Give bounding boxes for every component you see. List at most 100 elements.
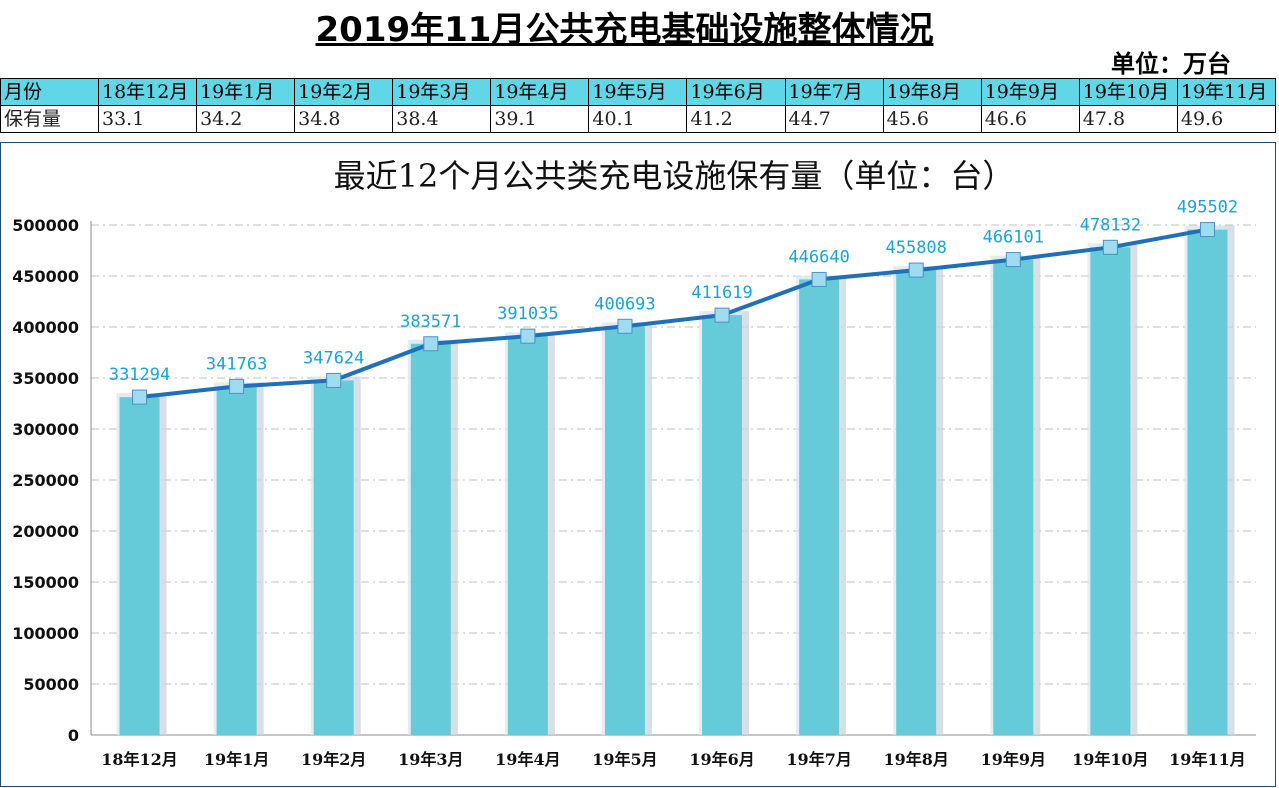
bar <box>604 326 645 735</box>
value-cell: 38.4 <box>392 105 492 133</box>
bar <box>507 336 548 735</box>
y-tick-label: 200000 <box>12 522 79 541</box>
month-header-cell: 19年4月 <box>490 78 590 106</box>
x-tick-label: 19年7月 <box>786 750 851 769</box>
x-tick-label: 19年2月 <box>301 750 366 769</box>
data-label: 347624 <box>303 348 364 368</box>
y-tick-label: 150000 <box>12 573 79 592</box>
page-title: 2019年11月公共充电基础设施整体情况 <box>315 10 934 50</box>
month-header-cell: 19年7月 <box>784 78 884 106</box>
x-tick-label: 19年5月 <box>592 750 657 769</box>
data-label: 331294 <box>109 365 170 385</box>
chart-panel: 最近12个月公共类充电设施保有量（单位：台） 0 50000 100000 15000… <box>0 142 1276 787</box>
x-axis: 18年12月 19年1月 19年2月 19年3月 19年4月 19年5月 19年6月 19年7… <box>101 750 1245 769</box>
y-tick-label: 400000 <box>12 318 79 337</box>
month-header-cell: 19年6月 <box>686 78 786 106</box>
value-cell: 39.1 <box>490 105 590 133</box>
chart-title: 最近12个月公共类充电设施保有量（单位：台） <box>334 157 1015 195</box>
table-row-values: 保有量 33.1 34.2 34.8 38.4 39.1 40.1 41.2 44.7 45.6… <box>0 105 1277 133</box>
x-tick-label: 19年1月 <box>204 750 269 769</box>
line-marker <box>1005 252 1021 268</box>
row-label-values: 保有量 <box>0 105 99 133</box>
grid <box>91 224 1256 685</box>
bar-line-chart: 最近12个月公共类充电设施保有量（单位：台） 0 50000 100000 15000… <box>12 157 1256 769</box>
month-header-cell: 19年8月 <box>882 78 982 106</box>
bar <box>313 380 354 735</box>
y-tick-label: 300000 <box>12 420 79 439</box>
value-cell: 34.2 <box>196 105 296 133</box>
line-marker <box>617 318 633 334</box>
y-tick-label: 350000 <box>12 369 79 388</box>
line-marker <box>714 307 730 323</box>
data-label: 478132 <box>1080 215 1141 235</box>
data-label: 446640 <box>788 247 849 267</box>
line-marker <box>811 271 827 287</box>
month-header-cell: 19年1月 <box>196 78 296 106</box>
data-label: 341763 <box>206 354 267 374</box>
y-tick-label: 0 <box>68 726 79 745</box>
data-label: 455808 <box>885 238 946 258</box>
value-cell: 46.6 <box>980 105 1080 133</box>
value-cell: 41.2 <box>686 105 786 133</box>
month-header-cell: 19年9月 <box>980 78 1080 106</box>
data-label: 391035 <box>497 304 558 324</box>
y-tick-label: 250000 <box>12 471 79 490</box>
x-tick-label: 19年11月 <box>1169 750 1246 769</box>
value-cell: 44.7 <box>784 105 884 133</box>
month-header-cell: 19年3月 <box>392 78 492 106</box>
month-header-cell: 19年5月 <box>588 78 688 106</box>
x-tick-label: 19年8月 <box>884 750 949 769</box>
month-header-cell: 19年2月 <box>294 78 394 106</box>
line-marker <box>1199 222 1215 238</box>
table-row-months: 月份 18年12月 19年1月 19年2月 19年3月 19年4月 19年5月 19年6月 1… <box>0 78 1277 106</box>
bar <box>410 343 451 735</box>
line-marker <box>229 378 245 394</box>
data-label: 495502 <box>1177 198 1238 218</box>
value-cell: 34.8 <box>294 105 394 133</box>
value-cell: 33.1 <box>97 105 198 133</box>
value-cell: 49.6 <box>1176 105 1277 133</box>
summary-table: 月份 18年12月 19年1月 19年2月 19年3月 19年4月 19年5月 19年6月 1… <box>0 78 1277 133</box>
line-marker <box>520 328 536 344</box>
bar <box>993 259 1034 735</box>
bar <box>1187 229 1228 735</box>
line-marker <box>423 336 439 352</box>
y-tick-label: 100000 <box>12 624 79 643</box>
value-cell: 40.1 <box>588 105 688 133</box>
x-tick-label: 19年6月 <box>689 750 754 769</box>
bar <box>119 397 160 735</box>
y-axis: 0 50000 100000 150000 200000 250000 300000 3500… <box>12 216 1256 745</box>
data-label: 383571 <box>400 312 461 332</box>
month-header-cell: 18年12月 <box>97 78 198 106</box>
series-line <box>139 227 1208 400</box>
y-tick-label: 50000 <box>23 675 79 694</box>
value-cell: 47.8 <box>1078 105 1178 133</box>
line-marker <box>908 262 924 278</box>
line-marker <box>132 389 148 405</box>
bar <box>799 279 840 735</box>
bars <box>116 225 1235 736</box>
bar <box>896 270 937 735</box>
y-tick-label: 500000 <box>12 216 79 235</box>
x-tick-label: 19年10月 <box>1072 750 1149 769</box>
x-tick-label: 19年3月 <box>398 750 463 769</box>
x-tick-label: 19年9月 <box>981 750 1046 769</box>
value-cell: 45.6 <box>882 105 982 133</box>
month-header-cell: 19年10月 <box>1078 78 1178 106</box>
unit-note: 单位：万台 <box>1111 50 1231 78</box>
row-label-months: 月份 <box>0 78 99 106</box>
data-labels: 331294 341763 347624 383571 391035 400693 4116… <box>109 198 1238 385</box>
data-label: 466101 <box>983 228 1044 248</box>
data-label: 400693 <box>594 294 655 314</box>
bar <box>702 315 743 735</box>
x-tick-label: 18年12月 <box>101 750 178 769</box>
bar <box>216 386 257 735</box>
y-tick-label: 450000 <box>12 267 79 286</box>
bar <box>1090 247 1131 735</box>
line-marker <box>326 372 342 388</box>
line-marker <box>1102 239 1118 255</box>
month-header-cell: 19年11月 <box>1176 78 1277 106</box>
trend-line <box>132 222 1215 405</box>
data-label: 411619 <box>691 283 752 303</box>
x-tick-label: 19年4月 <box>495 750 560 769</box>
